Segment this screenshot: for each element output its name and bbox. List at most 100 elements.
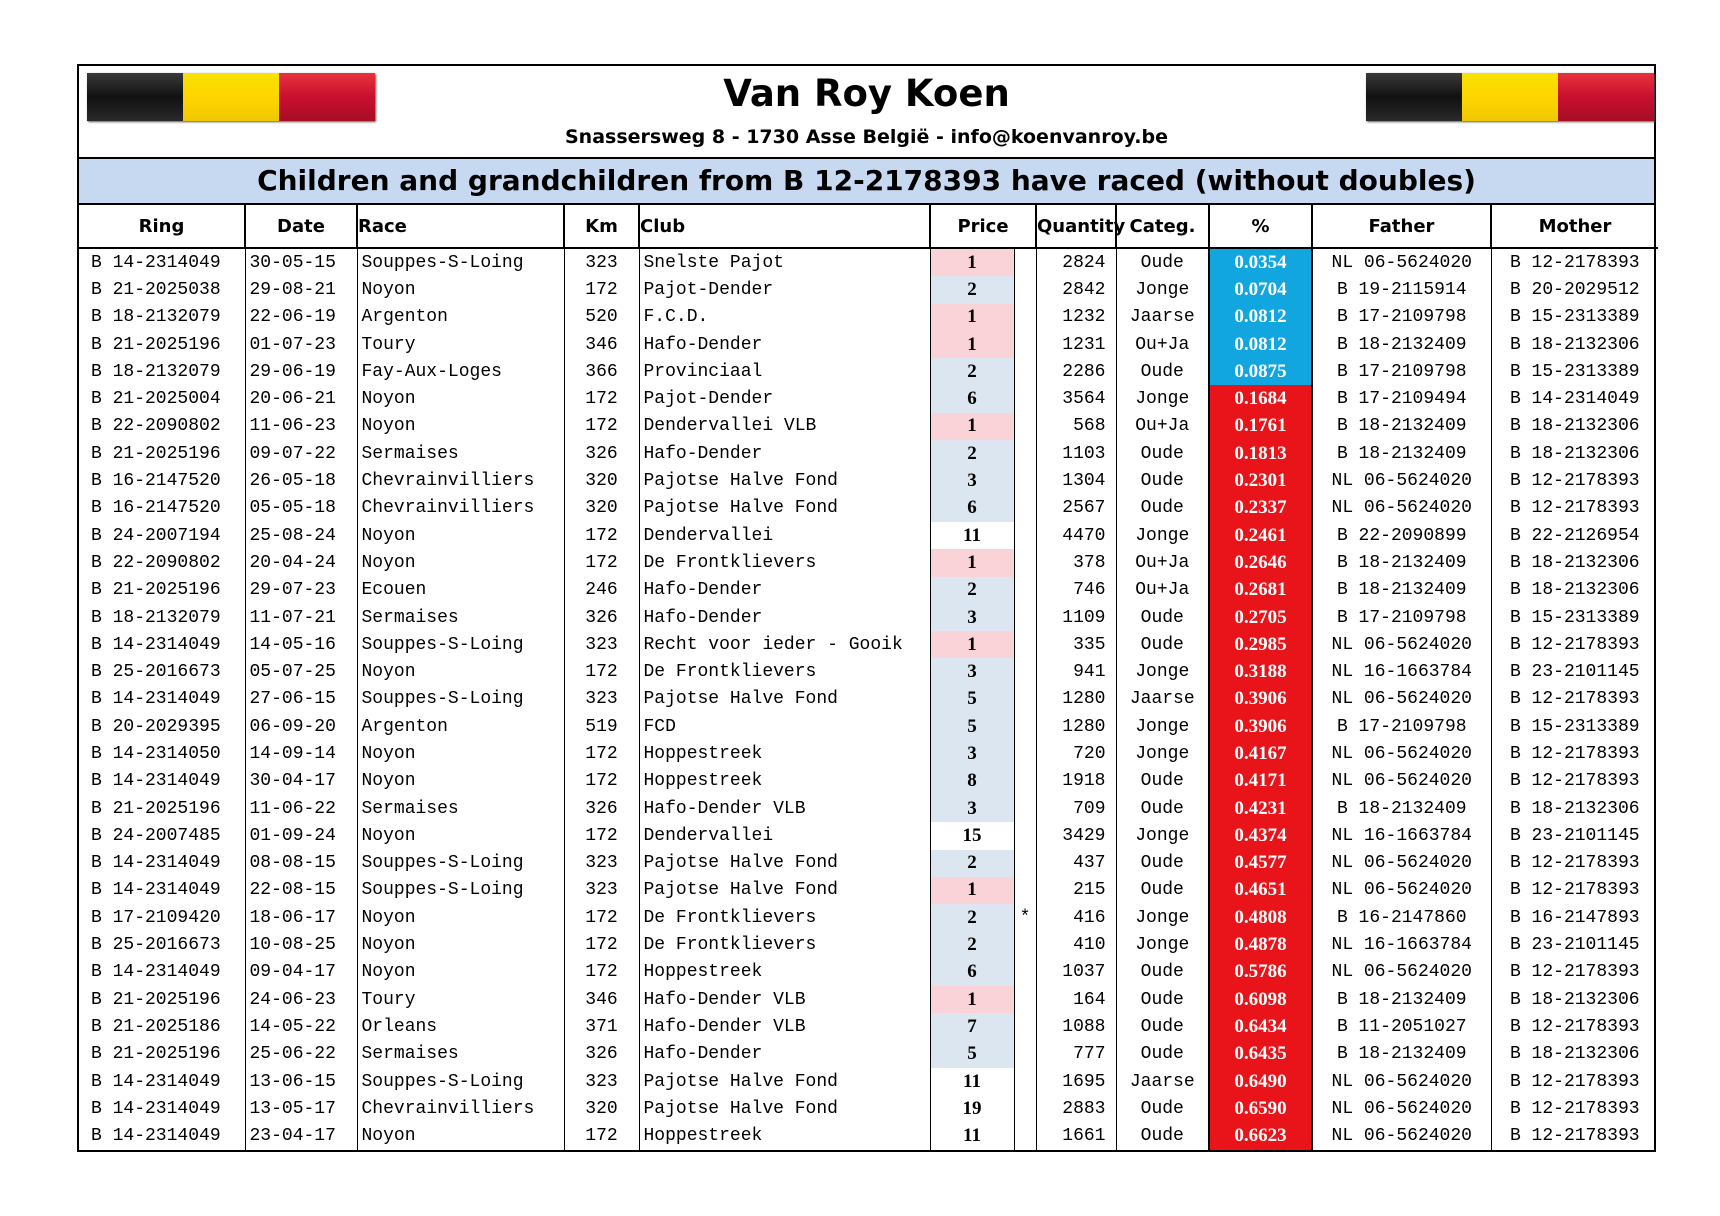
father-cell: B 18-2132409 (1311, 412, 1491, 441)
mark-cell (1013, 685, 1036, 714)
quantity-cell: 568 (1035, 412, 1116, 441)
ring-cell: B 16-2147520 (91, 498, 221, 519)
race-cell: Noyon (356, 904, 564, 932)
mark-cell (1013, 521, 1036, 550)
mother-cell: B 12-2178393 (1490, 1095, 1658, 1123)
percent-cell: 0.2681 (1208, 576, 1313, 604)
price-cell: 1 (929, 631, 1014, 659)
mark-cell (1013, 767, 1036, 795)
table-row: B 24-2007485 01-09-24 Noyon 172 Dendervallei… (79, 822, 1658, 850)
categ-cell: Oude (1115, 358, 1209, 386)
quantity-cell: 1695 (1035, 1067, 1116, 1096)
quantity-cell: 1280 (1035, 713, 1116, 741)
mother-cell: B 18-2132306 (1490, 412, 1658, 441)
father-cell: B 17-2109494 (1311, 385, 1491, 413)
km-cell: 320 (563, 494, 639, 522)
table-row: B 24-2007194 25-08-24 Noyon 172 Dendervallei… (79, 521, 1658, 550)
quantity-cell: 4470 (1035, 521, 1116, 550)
ring-cell: B 14-2314049 (91, 1098, 221, 1119)
club-cell: Hafo-Dender (638, 603, 930, 632)
price-cell: 3 (929, 794, 1014, 823)
percent-cell: 0.4577 (1208, 849, 1313, 877)
date-cell: 05-07-25 (244, 658, 357, 686)
table-row: B 14-2314049 30-05-15 Souppes-S-Loing 323 Sn… (79, 248, 1658, 277)
ring-cell: B 14-2314049 (91, 634, 221, 655)
categ-cell: Jonge (1115, 385, 1209, 413)
race-cell: Noyon (356, 931, 564, 959)
table-row: B 14-2314049 30-04-17 Noyon 172 Hoppestreek 8… (79, 767, 1658, 795)
ring-cell: B 14-2314049 (91, 853, 221, 874)
date-cell: 30-04-17 (244, 767, 357, 795)
mark-cell (1013, 358, 1036, 386)
percent-cell: 0.0812 (1208, 303, 1313, 331)
father-cell: NL 06-5624020 (1311, 740, 1491, 768)
price-cell: 6 (929, 958, 1014, 987)
categ-cell: Oude (1115, 849, 1209, 877)
km-cell: 326 (563, 603, 639, 632)
father-cell: NL 06-5624020 (1311, 1095, 1491, 1123)
father-cell: B 18-2132409 (1311, 794, 1491, 823)
father-cell: NL 16-1663784 (1311, 931, 1491, 959)
ring-cell: B 24-2007194 (91, 525, 221, 546)
flag (87, 73, 375, 121)
categ-cell: Oude (1115, 958, 1209, 987)
quantity-cell: 1088 (1035, 1013, 1116, 1041)
mark-cell (1013, 1040, 1036, 1068)
mark-cell (1013, 576, 1036, 604)
ring-cell: B 18-2132079 (91, 607, 221, 628)
percent-cell: 0.1761 (1208, 412, 1313, 441)
club-cell: Pajotse Halve Fond (638, 685, 930, 714)
table-row: B 14-2314049 13-06-15 Souppes-S-Loing 323 Pa… (79, 1067, 1658, 1096)
categ-cell: Jonge (1115, 904, 1209, 932)
date-cell: 08-08-15 (244, 849, 357, 877)
ring-cell: B 14-2314049 (91, 962, 221, 983)
column-header: Date (244, 205, 358, 249)
ring-cell: B 14-2314049 (91, 1126, 221, 1147)
km-cell: 172 (563, 767, 639, 795)
percent-cell: 0.6623 (1208, 1122, 1313, 1150)
date-cell: 18-06-17 (244, 904, 357, 932)
price-cell: 7 (929, 1013, 1014, 1041)
mark-cell (1013, 1067, 1036, 1096)
father-cell: NL 06-5624020 (1311, 876, 1491, 905)
ring-cell: B 21-2025038 (91, 279, 221, 300)
price-cell: 19 (929, 1095, 1014, 1123)
sheet: Van Roy Koen Snassersweg 8 - 1730 Asse B… (77, 64, 1658, 1152)
price-cell: 11 (929, 521, 1014, 550)
race-cell: Souppes-S-Loing (356, 849, 564, 877)
race-cell: Noyon (356, 740, 564, 768)
title: Van Roy Koen (723, 72, 1010, 115)
price-cell: 2 (929, 931, 1014, 959)
quantity-cell: 941 (1035, 658, 1116, 686)
quantity-cell: 1109 (1035, 603, 1116, 632)
date-cell: 20-06-21 (244, 385, 357, 413)
ring-cell: B 14-2314049 (91, 1071, 221, 1092)
ring-cell: B 21-2025004 (91, 389, 221, 410)
mother-cell: B 18-2132306 (1490, 330, 1658, 359)
date-cell: 23-04-17 (244, 1122, 357, 1150)
price-cell: 6 (929, 385, 1014, 413)
table-row: B 21-2025196 01-07-23 Toury 346 Hafo-Dender 1… (79, 330, 1658, 359)
price-cell: 11 (929, 1067, 1014, 1096)
table-row: B 22-2090802 11-06-23 Noyon 172 Dendervallei… (79, 412, 1658, 441)
km-cell: 346 (563, 986, 639, 1014)
date-cell: 29-06-19 (244, 358, 357, 386)
table-row: B 14-2314049 13-05-17 Chevrainvilliers 320 P… (79, 1095, 1658, 1123)
date-cell: 01-09-24 (244, 822, 357, 850)
race-cell: Orleans (356, 1013, 564, 1041)
date-cell: 11-07-21 (244, 603, 357, 632)
subtitle: Children and grandchildren from B 12-217… (79, 159, 1654, 205)
price-cell: 5 (929, 1040, 1014, 1068)
race-cell: Sermaises (356, 440, 564, 468)
mother-cell: B 12-2178393 (1490, 467, 1658, 495)
table-row: B 14-2314049 22-08-15 Souppes-S-Loing 323 Pa… (79, 876, 1658, 905)
mother-cell: B 18-2132306 (1490, 1040, 1658, 1068)
mother-cell: B 15-2313389 (1490, 303, 1658, 331)
percent-cell: 0.6590 (1208, 1095, 1313, 1123)
quantity-cell: 720 (1035, 740, 1116, 768)
date-cell: 14-09-14 (244, 740, 357, 768)
date-cell: 13-05-17 (244, 1095, 357, 1123)
categ-cell: Oude (1115, 767, 1209, 795)
club-cell: Recht voor ieder - Gooik (638, 631, 930, 659)
categ-cell: Ou+Ja (1115, 576, 1209, 604)
